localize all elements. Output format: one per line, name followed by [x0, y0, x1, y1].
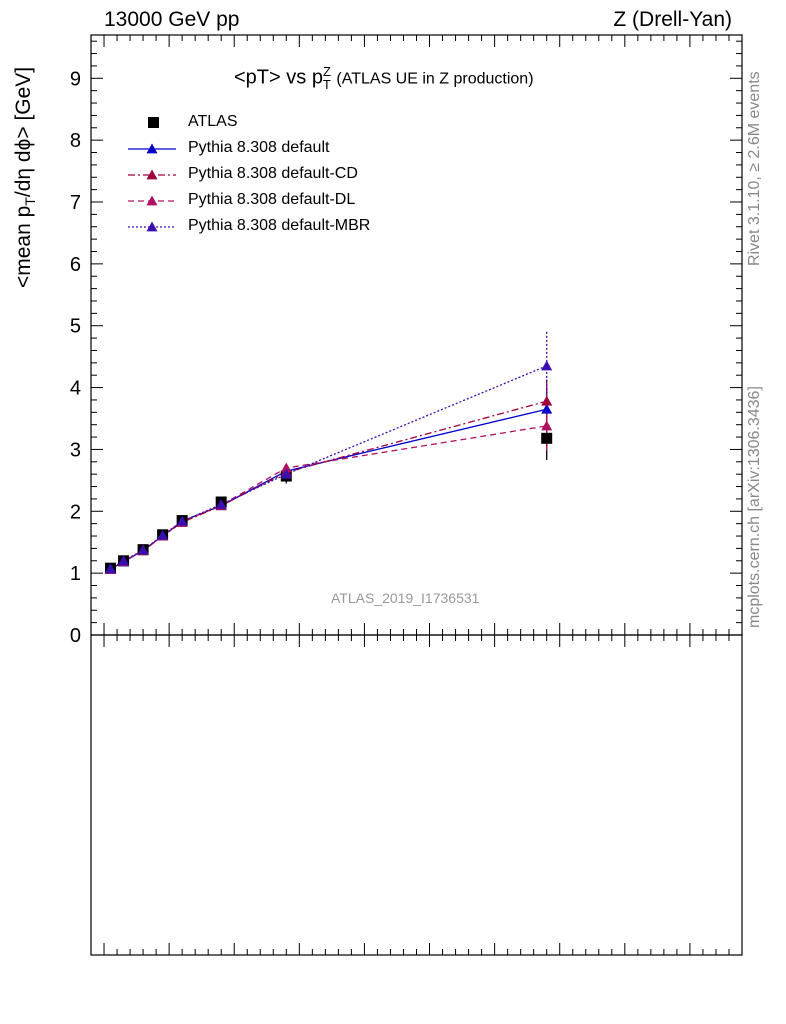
data-point — [541, 432, 553, 444]
ratio-panel-frame — [90, 634, 743, 956]
legend-label: Pythia 8.308 default — [188, 139, 330, 156]
mc-point — [137, 544, 149, 555]
chart-title: <pT> vs pZT (ATLAS UE in Z production) — [234, 64, 534, 92]
chart-title-sup: Z — [322, 64, 331, 79]
legend-label: ATLAS — [188, 113, 238, 130]
chart-title-note: (ATLAS UE in Z production) — [336, 70, 534, 88]
mcplots-reference-text: mcplots.cern.ch [arXiv:1306.3436] — [746, 386, 763, 628]
chart-title-main: <pT> vs p — [234, 66, 323, 89]
legend-marker-square — [148, 117, 159, 128]
y-tick-label: 7 — [70, 192, 81, 214]
series-line-1 — [110, 408, 547, 570]
mc-point — [541, 395, 553, 406]
y-tick-label: 5 — [70, 316, 81, 338]
mc-point — [176, 515, 188, 526]
legend-label: Pythia 8.308 default-MBR — [188, 217, 371, 234]
y-tick-label: 6 — [70, 254, 81, 276]
mc-point — [541, 403, 553, 414]
mc-point — [541, 360, 553, 371]
mc-point — [280, 462, 292, 473]
mc-point — [215, 498, 227, 509]
header-left: 13000 GeV pp — [104, 8, 240, 31]
y-axis-label-sub: T — [22, 197, 39, 206]
legend-label: Pythia 8.308 default-CD — [188, 165, 358, 182]
y-tick-label: 1 — [70, 563, 81, 585]
y-tick-label: 2 — [70, 501, 81, 523]
header-right: Z (Drell-Yan) — [613, 8, 732, 31]
series-line-4 — [110, 365, 547, 570]
y-axis-label-pre: <mean p — [12, 205, 35, 288]
mc-point — [105, 563, 117, 574]
mc-point — [118, 555, 130, 566]
y-tick-label: 8 — [70, 130, 81, 152]
mc-point — [541, 420, 553, 431]
y-tick-label: 4 — [70, 378, 81, 400]
y-axis-label-post: /dη dϕ> [GeV] — [12, 66, 35, 198]
series-line-2 — [110, 400, 547, 570]
y-tick-label: 3 — [70, 439, 81, 461]
y-axis-label: <mean pT/dη dϕ> [GeV] — [12, 67, 38, 288]
legend-marker-triangle — [146, 143, 158, 154]
series-line-3 — [110, 425, 547, 570]
rivet-version-text: Rivet 3.1.10, ≥ 2.6M events — [746, 71, 763, 266]
legend-marker-triangle — [146, 195, 158, 206]
mc-point — [157, 529, 169, 540]
legend-marker-triangle — [146, 169, 158, 180]
y-tick-label: 9 — [70, 68, 81, 90]
y-tick-label: 0 — [70, 625, 81, 647]
chart-title-sub: T — [322, 76, 331, 92]
mc-point — [280, 468, 292, 479]
legend-marker-triangle — [146, 221, 158, 232]
legend-label: Pythia 8.308 default-DL — [188, 191, 356, 208]
analysis-watermark: ATLAS_2019_I1736531 — [331, 590, 480, 606]
